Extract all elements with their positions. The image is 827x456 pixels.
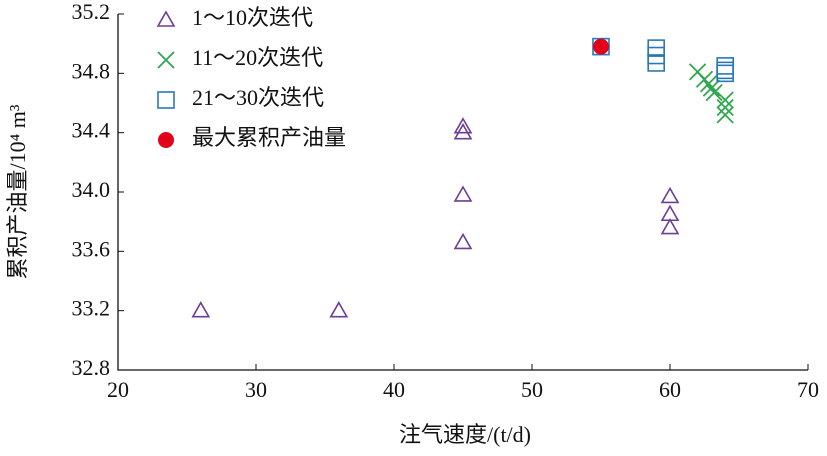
point — [716, 64, 735, 83]
legend-marker — [157, 91, 175, 109]
y-tick-label: 33.2 — [72, 296, 111, 321]
y-axis-label: 累积产油量/10⁴ m³ — [5, 104, 30, 279]
legend-label: 11～20次迭代 — [192, 45, 323, 70]
x-tick-label: 70 — [797, 377, 819, 402]
y-tick-label: 34.8 — [72, 58, 111, 83]
y-tick-label: 32.8 — [72, 355, 111, 380]
point — [716, 106, 734, 124]
y-tick-label: 35.2 — [72, 0, 111, 24]
point — [453, 232, 473, 250]
legend-marker — [157, 51, 175, 69]
point — [660, 186, 680, 204]
x-tick-label: 40 — [383, 377, 405, 402]
point — [647, 54, 666, 72]
y-tick-label: 34.0 — [72, 177, 111, 202]
x-tick-label: 30 — [245, 377, 267, 402]
legend-marker — [158, 132, 174, 148]
y-tick-label: 33.6 — [72, 236, 111, 261]
point — [705, 83, 723, 102]
x-tick-label: 60 — [659, 377, 681, 402]
legend-label: 1～10次迭代 — [192, 5, 313, 30]
point — [660, 217, 680, 235]
point — [191, 301, 211, 318]
legend-label: 最大累积产油量 — [192, 125, 346, 150]
x-tick-label: 20 — [107, 377, 129, 402]
legend-marker — [156, 10, 176, 27]
point — [329, 301, 349, 318]
x-axis-label: 注气速度/(t/d) — [399, 422, 531, 447]
point — [716, 91, 734, 109]
point — [453, 117, 473, 134]
legend-label: 21～30次迭代 — [192, 85, 324, 110]
point — [700, 75, 718, 93]
point — [453, 185, 473, 202]
point — [453, 123, 473, 140]
y-tick-label: 34.4 — [72, 118, 111, 143]
point — [716, 98, 734, 117]
x-tick-label: 50 — [521, 377, 543, 402]
point — [593, 38, 609, 55]
point — [702, 79, 721, 97]
